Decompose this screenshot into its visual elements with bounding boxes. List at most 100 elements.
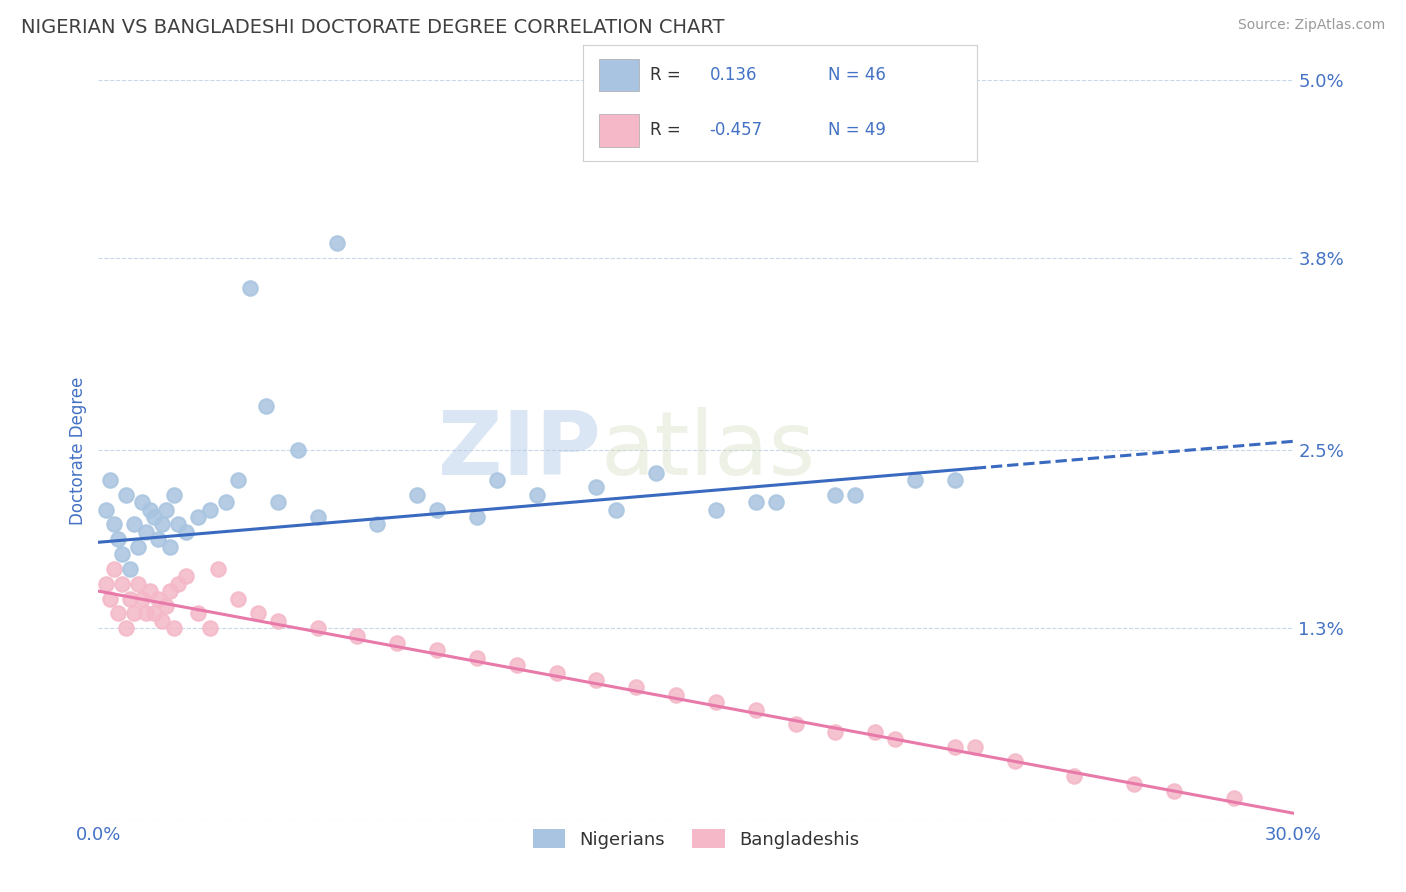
Point (1123, 776, 1146, 791)
Point (326, 236, 349, 251)
Point (167, 576, 190, 591)
Point (131, 591, 153, 606)
Point (163, 488, 186, 502)
Point (111, 547, 134, 561)
Point (120, 591, 142, 606)
Point (904, 473, 927, 487)
Point (103, 562, 125, 576)
Point (150, 517, 173, 532)
Point (111, 576, 134, 591)
Point (115, 621, 138, 635)
Point (198, 502, 221, 516)
Point (135, 607, 157, 621)
Point (226, 591, 249, 606)
Point (139, 502, 162, 516)
Point (526, 488, 548, 502)
Point (124, 517, 146, 532)
Point (385, 636, 409, 650)
Point (366, 517, 388, 532)
Point (155, 502, 177, 516)
Text: 0.136: 0.136 (710, 66, 756, 84)
Point (824, 488, 846, 502)
Point (465, 510, 488, 524)
Point (585, 480, 607, 494)
Point (96, 576, 118, 591)
Bar (599, 59, 638, 91)
Point (485, 473, 508, 487)
Text: -0.457: -0.457 (710, 121, 762, 139)
Text: atlas: atlas (600, 407, 815, 494)
Text: ZIP: ZIP (437, 407, 600, 494)
Point (605, 502, 627, 516)
Text: NIGERIAN VS BANGLADESHI DOCTORATE DEGREE CORRELATION CHART: NIGERIAN VS BANGLADESHI DOCTORATE DEGREE… (21, 18, 724, 37)
Point (115, 488, 138, 502)
Point (167, 517, 190, 532)
Legend: Nigerians, Bangladeshis: Nigerians, Bangladeshis (526, 822, 866, 856)
Point (844, 488, 866, 502)
Point (665, 688, 688, 702)
Point (1163, 784, 1185, 798)
Point (143, 510, 166, 524)
Point (287, 443, 309, 458)
Point (1223, 791, 1246, 805)
Point (124, 607, 146, 621)
Point (187, 607, 209, 621)
Text: Source: ZipAtlas.com: Source: ZipAtlas.com (1237, 18, 1385, 32)
Point (226, 473, 249, 487)
Point (174, 524, 197, 539)
Point (307, 621, 329, 635)
Point (163, 621, 186, 635)
Point (148, 591, 170, 606)
Point (107, 607, 129, 621)
Point (307, 510, 329, 524)
Point (267, 614, 290, 628)
Point (704, 695, 727, 709)
Point (704, 502, 727, 516)
Text: N = 46: N = 46 (828, 66, 886, 84)
Point (585, 673, 607, 687)
Point (127, 540, 149, 554)
Point (254, 399, 277, 413)
Point (127, 576, 149, 591)
Bar (599, 114, 638, 146)
Point (155, 599, 177, 613)
Point (207, 562, 229, 576)
Point (267, 495, 290, 509)
Point (506, 658, 529, 673)
Point (346, 628, 368, 642)
Point (98, 591, 122, 606)
Point (1063, 769, 1085, 783)
Text: R =: R = (651, 121, 681, 139)
Point (148, 533, 170, 547)
Point (107, 533, 129, 547)
Point (406, 488, 429, 502)
Text: N = 49: N = 49 (828, 121, 886, 139)
Y-axis label: Doctorate Degree: Doctorate Degree (69, 376, 87, 524)
Point (187, 510, 209, 524)
Point (135, 524, 157, 539)
Point (943, 739, 966, 754)
Point (96, 502, 118, 516)
Point (745, 703, 768, 717)
Point (131, 495, 153, 509)
Point (174, 569, 197, 583)
Point (159, 540, 181, 554)
Text: R =: R = (651, 66, 681, 84)
Point (98, 473, 122, 487)
Point (120, 562, 142, 576)
Point (246, 607, 269, 621)
Point (884, 732, 907, 747)
Point (139, 584, 162, 599)
Point (546, 665, 568, 680)
Point (426, 502, 449, 516)
Point (765, 495, 787, 509)
Point (150, 614, 173, 628)
Point (465, 650, 488, 665)
Point (785, 717, 807, 731)
Point (239, 280, 262, 294)
Point (159, 584, 181, 599)
Point (198, 621, 221, 635)
Point (215, 495, 238, 509)
Point (426, 643, 449, 657)
Point (1004, 755, 1026, 769)
